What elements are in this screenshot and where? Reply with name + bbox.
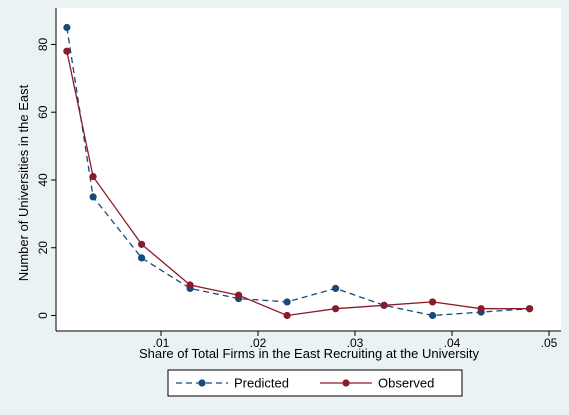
x-tick-label: .02 [250, 336, 267, 350]
observed-data-point [89, 172, 97, 181]
predicted-data-point [138, 254, 146, 262]
axes: 0 20 40 60 80 .01 .02 .03 .04 .05 [36, 8, 561, 350]
predicted-data-point [89, 193, 97, 201]
predicted-data-point [63, 23, 71, 32]
legend: Predicted Observed [167, 369, 463, 397]
y-tick-label: 40 [36, 173, 50, 187]
legend-predicted-label: Predicted [234, 376, 289, 391]
x-tick-label: .04 [444, 336, 461, 350]
observed-data-point [235, 291, 243, 299]
observed-data-point [332, 305, 340, 313]
observed-data-point [63, 47, 71, 55]
y-axis-title: Number of Universities in the East [16, 84, 31, 281]
legend-observed-marker [342, 379, 350, 387]
legend-predicted-marker [198, 379, 206, 387]
observed-data-point [526, 305, 534, 313]
observed-data-point [138, 240, 146, 248]
x-tick-label: .05 [541, 336, 558, 350]
predicted-data-point [429, 311, 437, 320]
legend-observed-label: Observed [378, 376, 434, 391]
plot-area [56, 8, 561, 331]
y-tick-label: 60 [36, 105, 50, 119]
predicted-data-point [283, 298, 291, 306]
y-tick-label: 80 [36, 37, 50, 51]
series-layer [63, 23, 534, 320]
observed-data-point [186, 281, 194, 289]
x-tick-label: .03 [347, 336, 364, 350]
x-axis-title: Share of Total Firms in the East Recruit… [139, 346, 480, 361]
y-tick-label: 0 [36, 312, 50, 319]
observed-data-point [283, 311, 291, 320]
observed-data-point [429, 298, 437, 306]
predicted-data-point [332, 284, 340, 292]
observed-data-point [380, 301, 388, 309]
observed-data-point [477, 305, 485, 313]
y-tick-label: 20 [36, 241, 50, 255]
x-tick-label: .01 [153, 336, 170, 350]
